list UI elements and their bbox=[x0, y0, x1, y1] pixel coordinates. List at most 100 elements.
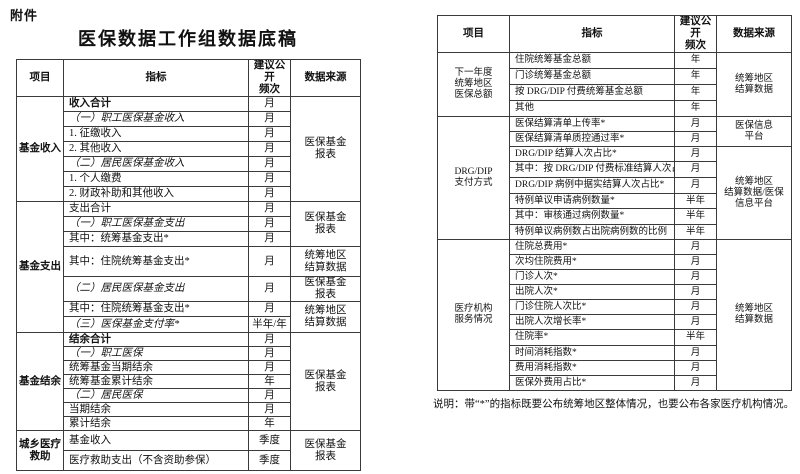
frequency-cell: 月 bbox=[248, 111, 291, 128]
page-title: 医保数据工作组数据底稿 bbox=[78, 29, 298, 49]
indicator-cell: 出院人次增长率* bbox=[509, 314, 675, 331]
indicator-cell: 其中：按 DRG/DIP 付费标准结算人次占比* bbox=[509, 161, 675, 179]
indicator-cell: 支出合计 bbox=[63, 201, 249, 218]
table-header-row: 项目 指标 建议公开 频次 数据来源 bbox=[437, 14, 792, 54]
indicator-cell: 医保结算清单质控通过率* bbox=[509, 131, 675, 148]
table-row: 其中：住院统筹基金支出* 月 统筹地区 结算数据 bbox=[17, 301, 361, 334]
table-row: 基金结余 结余合计 月 医保基金 报表 bbox=[16, 332, 361, 432]
indicator-cell: 门诊住院人次比* bbox=[509, 299, 675, 316]
frequency-cell: 月 bbox=[248, 346, 291, 362]
indicator-cell: 门诊人次* bbox=[509, 269, 675, 286]
table-row: 门诊统筹基金总额年 bbox=[438, 68, 792, 86]
table-row: 1. 征缴收入月 bbox=[17, 126, 361, 143]
table-row: 特例单议申请病例数量* 半年 bbox=[438, 193, 792, 210]
indicator-cell: 门诊统筹基金总额 bbox=[509, 68, 675, 86]
frequency-cell: 月 bbox=[248, 332, 291, 348]
table-row: （二）居民医保基金支出 月 医保基金 报表 bbox=[17, 276, 361, 303]
frequency-cell: 月 bbox=[674, 299, 717, 316]
table-row: 其中：住院统筹基金支出* 月 统筹地区 结算数据 bbox=[17, 246, 361, 278]
frequency-cell: 月 bbox=[674, 269, 717, 286]
indicator-cell: 次均住院费用* bbox=[509, 254, 675, 271]
frequency-cell: 月 bbox=[674, 116, 717, 133]
table-row: 累计结余年 bbox=[17, 416, 361, 432]
frequency-cell: 月 bbox=[248, 231, 291, 248]
frequency-cell: 月 bbox=[674, 284, 717, 301]
source-cell: 统筹地区 结算数据 bbox=[290, 246, 361, 278]
header-source: 数据来源 bbox=[716, 14, 792, 54]
table-row: 住院率* 半年 bbox=[438, 329, 792, 347]
indicator-cell: 出院人次* bbox=[509, 284, 675, 301]
table-row: 下一年度 统筹地区 医保总额 住院统筹基金总额 年 统筹地区 结算数据 bbox=[437, 52, 792, 118]
indicator-cell: （二）居民医保基金收入 bbox=[63, 156, 249, 173]
indicator-cell: 2. 其他收入 bbox=[63, 141, 249, 158]
indicator-cell: 2. 财政补助和其他收入 bbox=[63, 186, 249, 203]
frequency-cell: 月 bbox=[248, 201, 291, 218]
frequency-cell: 年 bbox=[674, 52, 717, 70]
table-row: 统筹基金累计结余年 bbox=[17, 374, 361, 390]
source-cell: 医保基金 报表 bbox=[290, 201, 361, 248]
indicator-cell: DRG/DIP 结算人次占比* bbox=[509, 146, 675, 163]
header-source: 数据来源 bbox=[290, 58, 361, 98]
table-header-row: 项目 指标 建议公开 频次 数据来源 bbox=[16, 58, 361, 98]
table-row: （三）医保基金支付率* 半年/年 bbox=[17, 316, 361, 334]
frequency-cell: 月 bbox=[248, 126, 291, 143]
table-row: 基金收入 收入合计 月 医保基金 报表 bbox=[16, 96, 361, 203]
project-cell: 基金支出 bbox=[16, 201, 64, 334]
left-data-table: 项目 指标 建议公开 频次 数据来源 基金收入 收入合计 月 医保基金 报表 （… bbox=[16, 58, 361, 472]
indicator-cell: 1. 征缴收入 bbox=[63, 126, 249, 143]
table-row: 1. 个人缴费月 bbox=[17, 171, 361, 188]
project-cell: 下一年度 统筹地区 医保总额 bbox=[437, 52, 510, 118]
frequency-cell: 月 bbox=[674, 239, 717, 256]
source-cell: 医保基金 报表 bbox=[290, 332, 361, 432]
frequency-cell: 月 bbox=[674, 345, 717, 362]
project-cell: 城乡医疗 救助 bbox=[16, 430, 64, 472]
source-cell: 医保基金 报表 bbox=[290, 96, 361, 203]
frequency-cell: 半年 bbox=[674, 329, 717, 347]
source-cell: 统筹地区 结算数据 bbox=[716, 239, 792, 392]
indicator-cell: 结余合计 bbox=[63, 332, 249, 348]
indicator-cell: 时间消耗指数* bbox=[509, 345, 675, 362]
indicator-cell: 医保结算清单上传率* bbox=[509, 116, 675, 133]
frequency-cell: 年 bbox=[674, 84, 717, 102]
frequency-cell: 月 bbox=[248, 141, 291, 158]
frequency-cell: 月 bbox=[248, 246, 291, 278]
indicator-cell: 其中：统筹基金支出* bbox=[63, 231, 249, 248]
indicator-cell: 其他 bbox=[509, 100, 675, 118]
frequency-cell: 月 bbox=[674, 314, 717, 331]
project-cell: 基金结余 bbox=[16, 332, 64, 432]
table-row: 出院人次* 月 bbox=[438, 284, 792, 301]
table-row: 2. 财政补助和其他收入月 bbox=[17, 186, 361, 203]
indicator-cell: 特例单议病例数占出院病例数的比例 bbox=[509, 224, 675, 241]
header-item: 项目 bbox=[16, 58, 64, 98]
indicator-cell: 住院总费用* bbox=[509, 239, 675, 256]
indicator-cell: 按 DRG/DIP 付费统筹基金总额 bbox=[509, 84, 675, 102]
table-row: （二）居民医保基金收入月 bbox=[17, 156, 361, 173]
frequency-cell: 月 bbox=[674, 177, 717, 195]
table-row: DRG/DIP 支付方式 医保结算清单上传率* 月 医保信息 平台 bbox=[437, 116, 792, 241]
indicator-cell: （一）职工医保基金收入 bbox=[63, 111, 249, 128]
frequency-cell: 年 bbox=[248, 416, 291, 432]
indicator-cell: 住院统筹基金总额 bbox=[509, 52, 675, 70]
header-indicator: 指标 bbox=[63, 58, 249, 98]
table-row: 基金支出 支出合计 月 医保基金 报表 bbox=[16, 201, 361, 334]
indicator-cell: 其中：审核通过病例数量* bbox=[509, 208, 675, 226]
indicator-cell: 基金收入 bbox=[63, 430, 249, 452]
footnote: 说明：带“*”的指标既要公布统筹地区整体情况，也要公布各家医疗机构情况。 bbox=[433, 399, 795, 410]
table-row: 医疗救助支出（不含资助参保） 季度 bbox=[17, 450, 361, 472]
indicator-cell: （一）职工医保 bbox=[63, 346, 249, 362]
frequency-cell: 月 bbox=[248, 301, 291, 318]
source-cell: 统筹地区 结算数据 bbox=[716, 52, 792, 118]
frequency-cell: 月 bbox=[248, 360, 291, 376]
frequency-cell: 月 bbox=[674, 375, 717, 392]
table-row: 统筹基金当期结余月 bbox=[17, 360, 361, 376]
indicator-cell: 住院率* bbox=[509, 329, 675, 347]
table-row: 其他年 bbox=[438, 100, 792, 118]
source-cell: 统筹地区 结算数据/医保 信息平台 bbox=[716, 146, 792, 241]
header-frequency: 建议公开 频次 bbox=[674, 14, 717, 54]
source-cell: 医保信息 平台 bbox=[716, 116, 792, 148]
frequency-cell: 半年 bbox=[674, 224, 717, 241]
frequency-cell: 月 bbox=[248, 216, 291, 233]
header-frequency: 建议公开 频次 bbox=[248, 58, 291, 98]
frequency-cell: 月 bbox=[674, 161, 717, 179]
frequency-cell: 年 bbox=[248, 374, 291, 390]
